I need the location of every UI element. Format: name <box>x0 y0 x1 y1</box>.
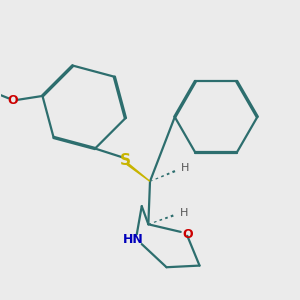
Text: O: O <box>8 94 18 107</box>
Text: H: H <box>181 163 190 173</box>
Text: HN: HN <box>123 233 144 246</box>
Polygon shape <box>127 163 150 182</box>
Text: H: H <box>179 208 188 218</box>
Text: S: S <box>120 152 131 167</box>
Text: O: O <box>183 228 193 241</box>
